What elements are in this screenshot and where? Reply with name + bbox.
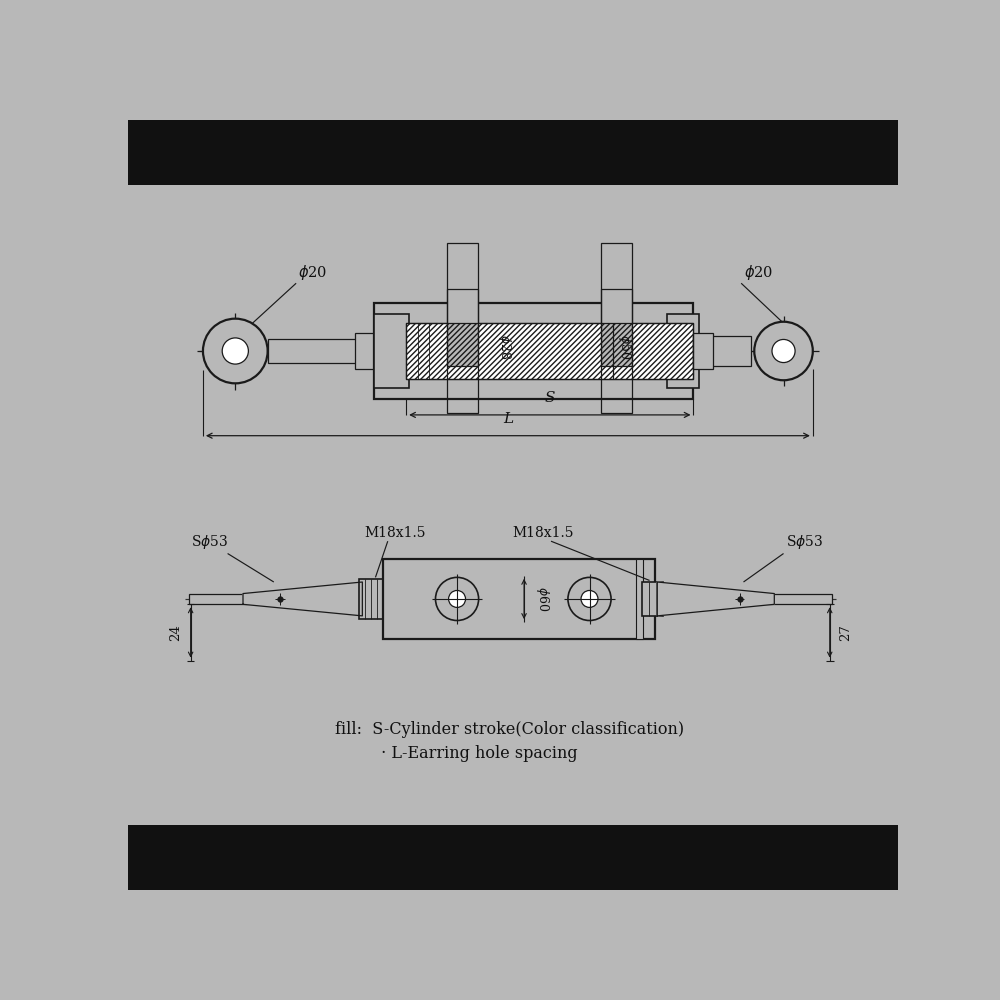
Bar — [666, 314, 699, 388]
Polygon shape — [243, 582, 362, 616]
Bar — [601, 289, 632, 413]
Polygon shape — [657, 582, 774, 616]
Text: 27: 27 — [839, 624, 852, 641]
Bar — [447, 289, 478, 413]
Text: $\phi$50: $\phi$50 — [616, 334, 633, 360]
Bar — [657, 594, 832, 604]
Bar — [374, 314, 409, 388]
Text: S$\phi$53: S$\phi$53 — [191, 533, 228, 551]
Bar — [355, 333, 374, 369]
Text: $\phi$60: $\phi$60 — [534, 586, 551, 612]
Bar — [406, 323, 693, 379]
Circle shape — [449, 590, 466, 607]
Circle shape — [436, 577, 479, 620]
Bar — [374, 303, 693, 399]
Text: M18x1.5: M18x1.5 — [513, 526, 574, 540]
Text: $\phi$20: $\phi$20 — [744, 263, 773, 282]
Bar — [636, 559, 643, 639]
Text: $\phi$28: $\phi$28 — [496, 334, 513, 360]
Bar — [383, 559, 655, 639]
Bar — [642, 582, 663, 616]
Bar — [406, 323, 693, 379]
Circle shape — [203, 319, 268, 383]
Bar — [268, 339, 366, 363]
Text: S: S — [545, 391, 555, 405]
Bar — [128, 825, 898, 890]
Text: S$\phi$53: S$\phi$53 — [786, 533, 823, 551]
Text: M18x1.5: M18x1.5 — [365, 526, 426, 540]
Text: $\phi$20: $\phi$20 — [298, 263, 328, 282]
Bar — [406, 323, 693, 379]
Circle shape — [568, 577, 611, 620]
Bar — [693, 333, 713, 369]
Circle shape — [581, 590, 598, 607]
Bar — [358, 579, 383, 619]
Bar — [128, 120, 898, 185]
Bar — [189, 594, 362, 604]
Bar — [601, 243, 632, 366]
Bar — [447, 243, 478, 366]
Circle shape — [772, 339, 795, 363]
Text: L: L — [503, 412, 513, 426]
Circle shape — [222, 338, 248, 364]
Text: 24: 24 — [169, 624, 182, 641]
Bar — [693, 336, 751, 366]
Text: fill:  S-Cylinder stroke(Color classification)
         · L-Earring hole spacing: fill: S-Cylinder stroke(Color classifica… — [335, 721, 685, 762]
Circle shape — [754, 322, 813, 380]
